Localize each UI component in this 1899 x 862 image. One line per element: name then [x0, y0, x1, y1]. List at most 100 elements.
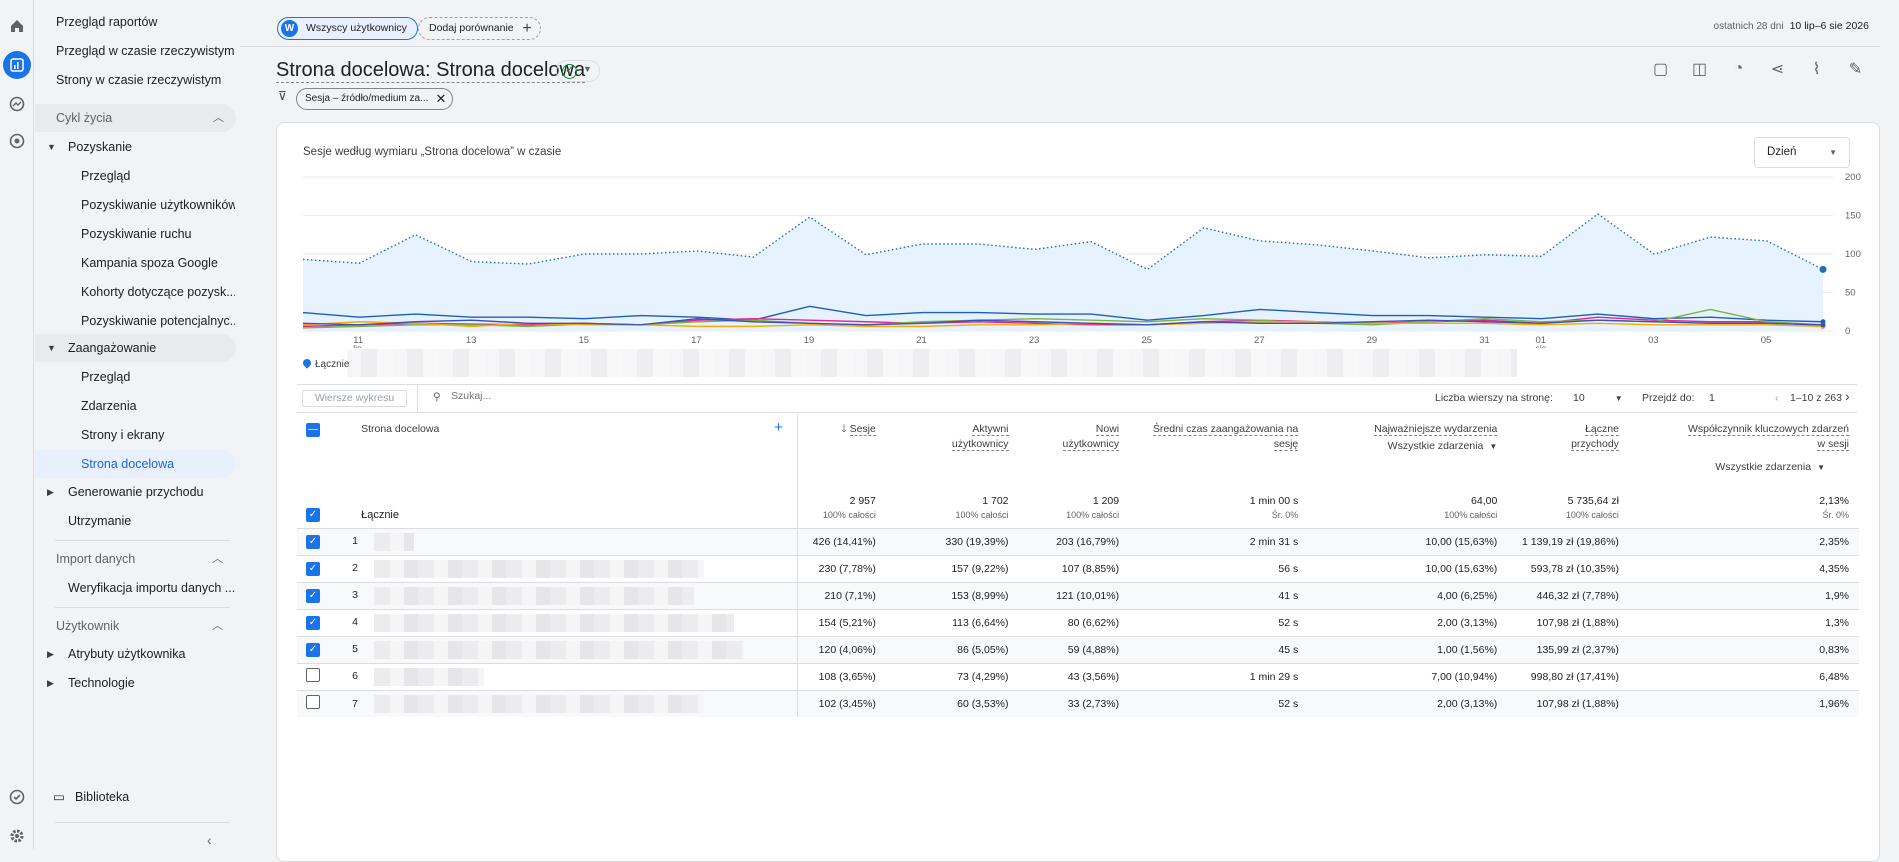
- nav-acq-users[interactable]: Pozyskiwanie użytkowników: [81, 198, 235, 212]
- filter-chip[interactable]: Sesja – źródło/medium za... ✕: [296, 88, 454, 110]
- reports-icon[interactable]: [3, 51, 31, 79]
- rate-events-filter[interactable]: Wszystkie zdarzenia ▼: [1629, 460, 1849, 475]
- nav-monetization[interactable]: ▶ Generowanie przychodu: [35, 478, 235, 506]
- date-range-picker[interactable]: ostatnich 28 dni 10 lip–6 sie 2026: [1714, 20, 1869, 32]
- nav-acq-traffic[interactable]: Pozyskiwanie ruchu: [81, 227, 192, 241]
- row-checkbox[interactable]: ✓: [306, 561, 320, 576]
- granularity-select[interactable]: Dzień ▼: [1754, 137, 1850, 168]
- nav-realtime-pages[interactable]: Strony w czasie rzeczywistym: [56, 73, 222, 87]
- landing-page-path[interactable]: [374, 586, 695, 605]
- landing-page-path[interactable]: [374, 640, 745, 659]
- advertising-icon[interactable]: [7, 131, 27, 151]
- nav-section-user[interactable]: Użytkownik ︿: [35, 612, 235, 640]
- col-header-avg-engagement[interactable]: Średni czas zaangażowania na sesję: [1129, 414, 1308, 482]
- plot-rows-button[interactable]: Wiersze wykresu: [302, 390, 407, 407]
- col-header-key-events[interactable]: Najważniejsze wydarzenia Wszystkie zdarze…: [1308, 414, 1507, 482]
- table-row[interactable]: ✓ 4 154 (5,21%) 113 (6,64%) 80 (6,62%) 52 s 2,…: [297, 608, 1859, 636]
- row-checkbox[interactable]: [306, 695, 320, 710]
- date-range-label: ostatnich 28 dni: [1713, 21, 1784, 32]
- trend-icon[interactable]: ⌇: [1812, 61, 1821, 78]
- goto-input[interactable]: 1: [1709, 392, 1715, 404]
- x-tick-label: 17: [691, 335, 702, 346]
- legend-total[interactable]: Łącznie: [301, 357, 349, 370]
- report-status-dropdown[interactable]: ✓ ▼: [556, 60, 600, 82]
- table-row[interactable]: ✓ 1 426 (14,41%) 330 (19,39%) 203 (16,79%) 2 …: [297, 527, 1859, 555]
- select-all-checkbox[interactable]: —: [306, 423, 320, 437]
- compare-icon[interactable]: ◫: [1691, 61, 1708, 78]
- nav-eng-pages[interactable]: Strony i ekrany: [81, 428, 165, 442]
- col-header-sessions[interactable]: 🡓 Sesje: [796, 414, 886, 482]
- nav-eng-landing-page[interactable]: Strona docelowa: [35, 450, 236, 478]
- add-dimension-icon[interactable]: +: [774, 419, 783, 436]
- key-events-filter[interactable]: Wszystkie zdarzenia ▼: [1308, 439, 1498, 454]
- share-icon[interactable]: ⋖: [1770, 61, 1785, 78]
- nav-acq-overview[interactable]: Przegląd: [81, 169, 131, 183]
- home-icon[interactable]: [7, 16, 27, 36]
- row-checkbox[interactable]: ✓: [306, 615, 320, 630]
- totals-checkbox[interactable]: ✓: [306, 507, 320, 522]
- dimension-header[interactable]: Strona docelowa +: [350, 414, 797, 482]
- landing-page-path[interactable]: [374, 559, 705, 578]
- nav-eng-overview[interactable]: Przegląd: [81, 370, 131, 384]
- col-header-key-event-rate[interactable]: Współczynnik kluczowych zdarzeń w sesji Ws…: [1629, 414, 1859, 482]
- add-comparison-button[interactable]: Dodaj porównanie +: [418, 17, 541, 40]
- total-value: 2,13%: [1819, 494, 1849, 507]
- close-icon[interactable]: ✕: [435, 91, 447, 106]
- table-row[interactable]: ✓ 5 120 (4,06%) 86 (5,05%) 59 (4,88%) 45 s 1,0…: [297, 635, 1859, 663]
- nav-user-attributes[interactable]: ▶ Atrybuty użytkownika: [35, 640, 235, 668]
- nav-acq-campaign[interactable]: Kampania spoza Google: [81, 256, 218, 270]
- edit-pencil-icon[interactable]: ✎: [1848, 61, 1863, 78]
- landing-page-path[interactable]: [374, 532, 415, 551]
- table-row[interactable]: 7 102 (3,45%) 60 (3,53%) 33 (2,73%) 52 s 2,00…: [297, 689, 1859, 717]
- check-circle-icon[interactable]: [7, 787, 27, 807]
- nav-engagement[interactable]: ▼ Zaangażowanie: [35, 334, 236, 362]
- nav-library[interactable]: ▭ Biblioteka: [35, 783, 235, 811]
- nav-label: Atrybuty użytkownika: [68, 647, 186, 661]
- prev-page-icon[interactable]: ‹: [1775, 392, 1779, 404]
- landing-page-path[interactable]: [374, 694, 705, 713]
- nav-acquisition[interactable]: ▼ Pozyskanie: [35, 133, 235, 161]
- next-page-icon[interactable]: ›: [1845, 388, 1850, 404]
- search-input[interactable]: [451, 390, 651, 402]
- col-header-active-users[interactable]: Aktywni użytkownicy: [886, 414, 1019, 482]
- landing-page-path[interactable]: [374, 667, 485, 686]
- gear-icon[interactable]: [7, 826, 27, 846]
- series-line: [302, 305, 1824, 323]
- nav-technology[interactable]: ▶ Technologie: [35, 669, 235, 697]
- report-toolbar: ▢ ◫ ◔ ⋖ ⌇ ✎: [1647, 58, 1869, 80]
- nav-retention[interactable]: Utrzymanie: [68, 514, 132, 528]
- nav-acq-cohorts[interactable]: Kohorty dotyczące pozysk...: [81, 285, 235, 299]
- nav-acq-leads[interactable]: Pozyskiwanie potencjalnyc...: [81, 314, 235, 328]
- row-checkbox[interactable]: ✓: [306, 642, 320, 657]
- explore-icon[interactable]: [7, 94, 27, 114]
- total-area: [303, 213, 1823, 331]
- nav-import-verification[interactable]: Weryfikacja importu danych ...: [68, 581, 235, 595]
- col-label: Najważniejsze wydarzenia: [1374, 423, 1498, 436]
- series-line: [302, 308, 1824, 329]
- total-share: Śr. 0%: [1822, 509, 1849, 520]
- row-checkbox[interactable]: ✓: [306, 588, 320, 603]
- collapse-nav-icon[interactable]: ‹: [207, 832, 212, 848]
- landing-page-path[interactable]: [374, 613, 735, 632]
- note-icon[interactable]: ▢: [1652, 61, 1669, 78]
- row-cell: 6,48%: [1628, 662, 1859, 690]
- nav-reports-overview[interactable]: Przegląd raportów: [56, 15, 158, 29]
- nav-realtime-overview[interactable]: Przegląd w czasie rzeczywistym: [56, 44, 235, 58]
- col-header-new-users[interactable]: Nowi użytkownicy: [1019, 414, 1130, 482]
- row-checkbox[interactable]: ✓: [306, 534, 320, 549]
- row-checkbox[interactable]: [306, 668, 320, 682]
- dimension-header-label: Strona docelowa: [361, 423, 440, 435]
- rows-per-page-select[interactable]: 10 ▼: [1573, 392, 1623, 404]
- nav-section-import[interactable]: Import danych ︿: [35, 545, 235, 573]
- table-row[interactable]: 6 108 (3,65%) 73 (4,29%) 43 (3,56%) 1 min 29…: [297, 662, 1859, 690]
- row-cell: 10,00 (15,63%): [1308, 527, 1508, 555]
- comparison-segment-chip[interactable]: W Wszyscy użytkownicy: [277, 17, 418, 40]
- nav-eng-events[interactable]: Zdarzenia: [81, 399, 137, 413]
- nav-section-lifecycle[interactable]: Cykl życia ︿: [35, 104, 236, 132]
- insights-icon[interactable]: ◔: [1733, 60, 1744, 77]
- section-label: Cykl życia: [56, 111, 113, 125]
- total-sessions: 2 957 100% całości: [796, 482, 886, 528]
- col-header-revenue[interactable]: Łączne przychody: [1507, 414, 1629, 482]
